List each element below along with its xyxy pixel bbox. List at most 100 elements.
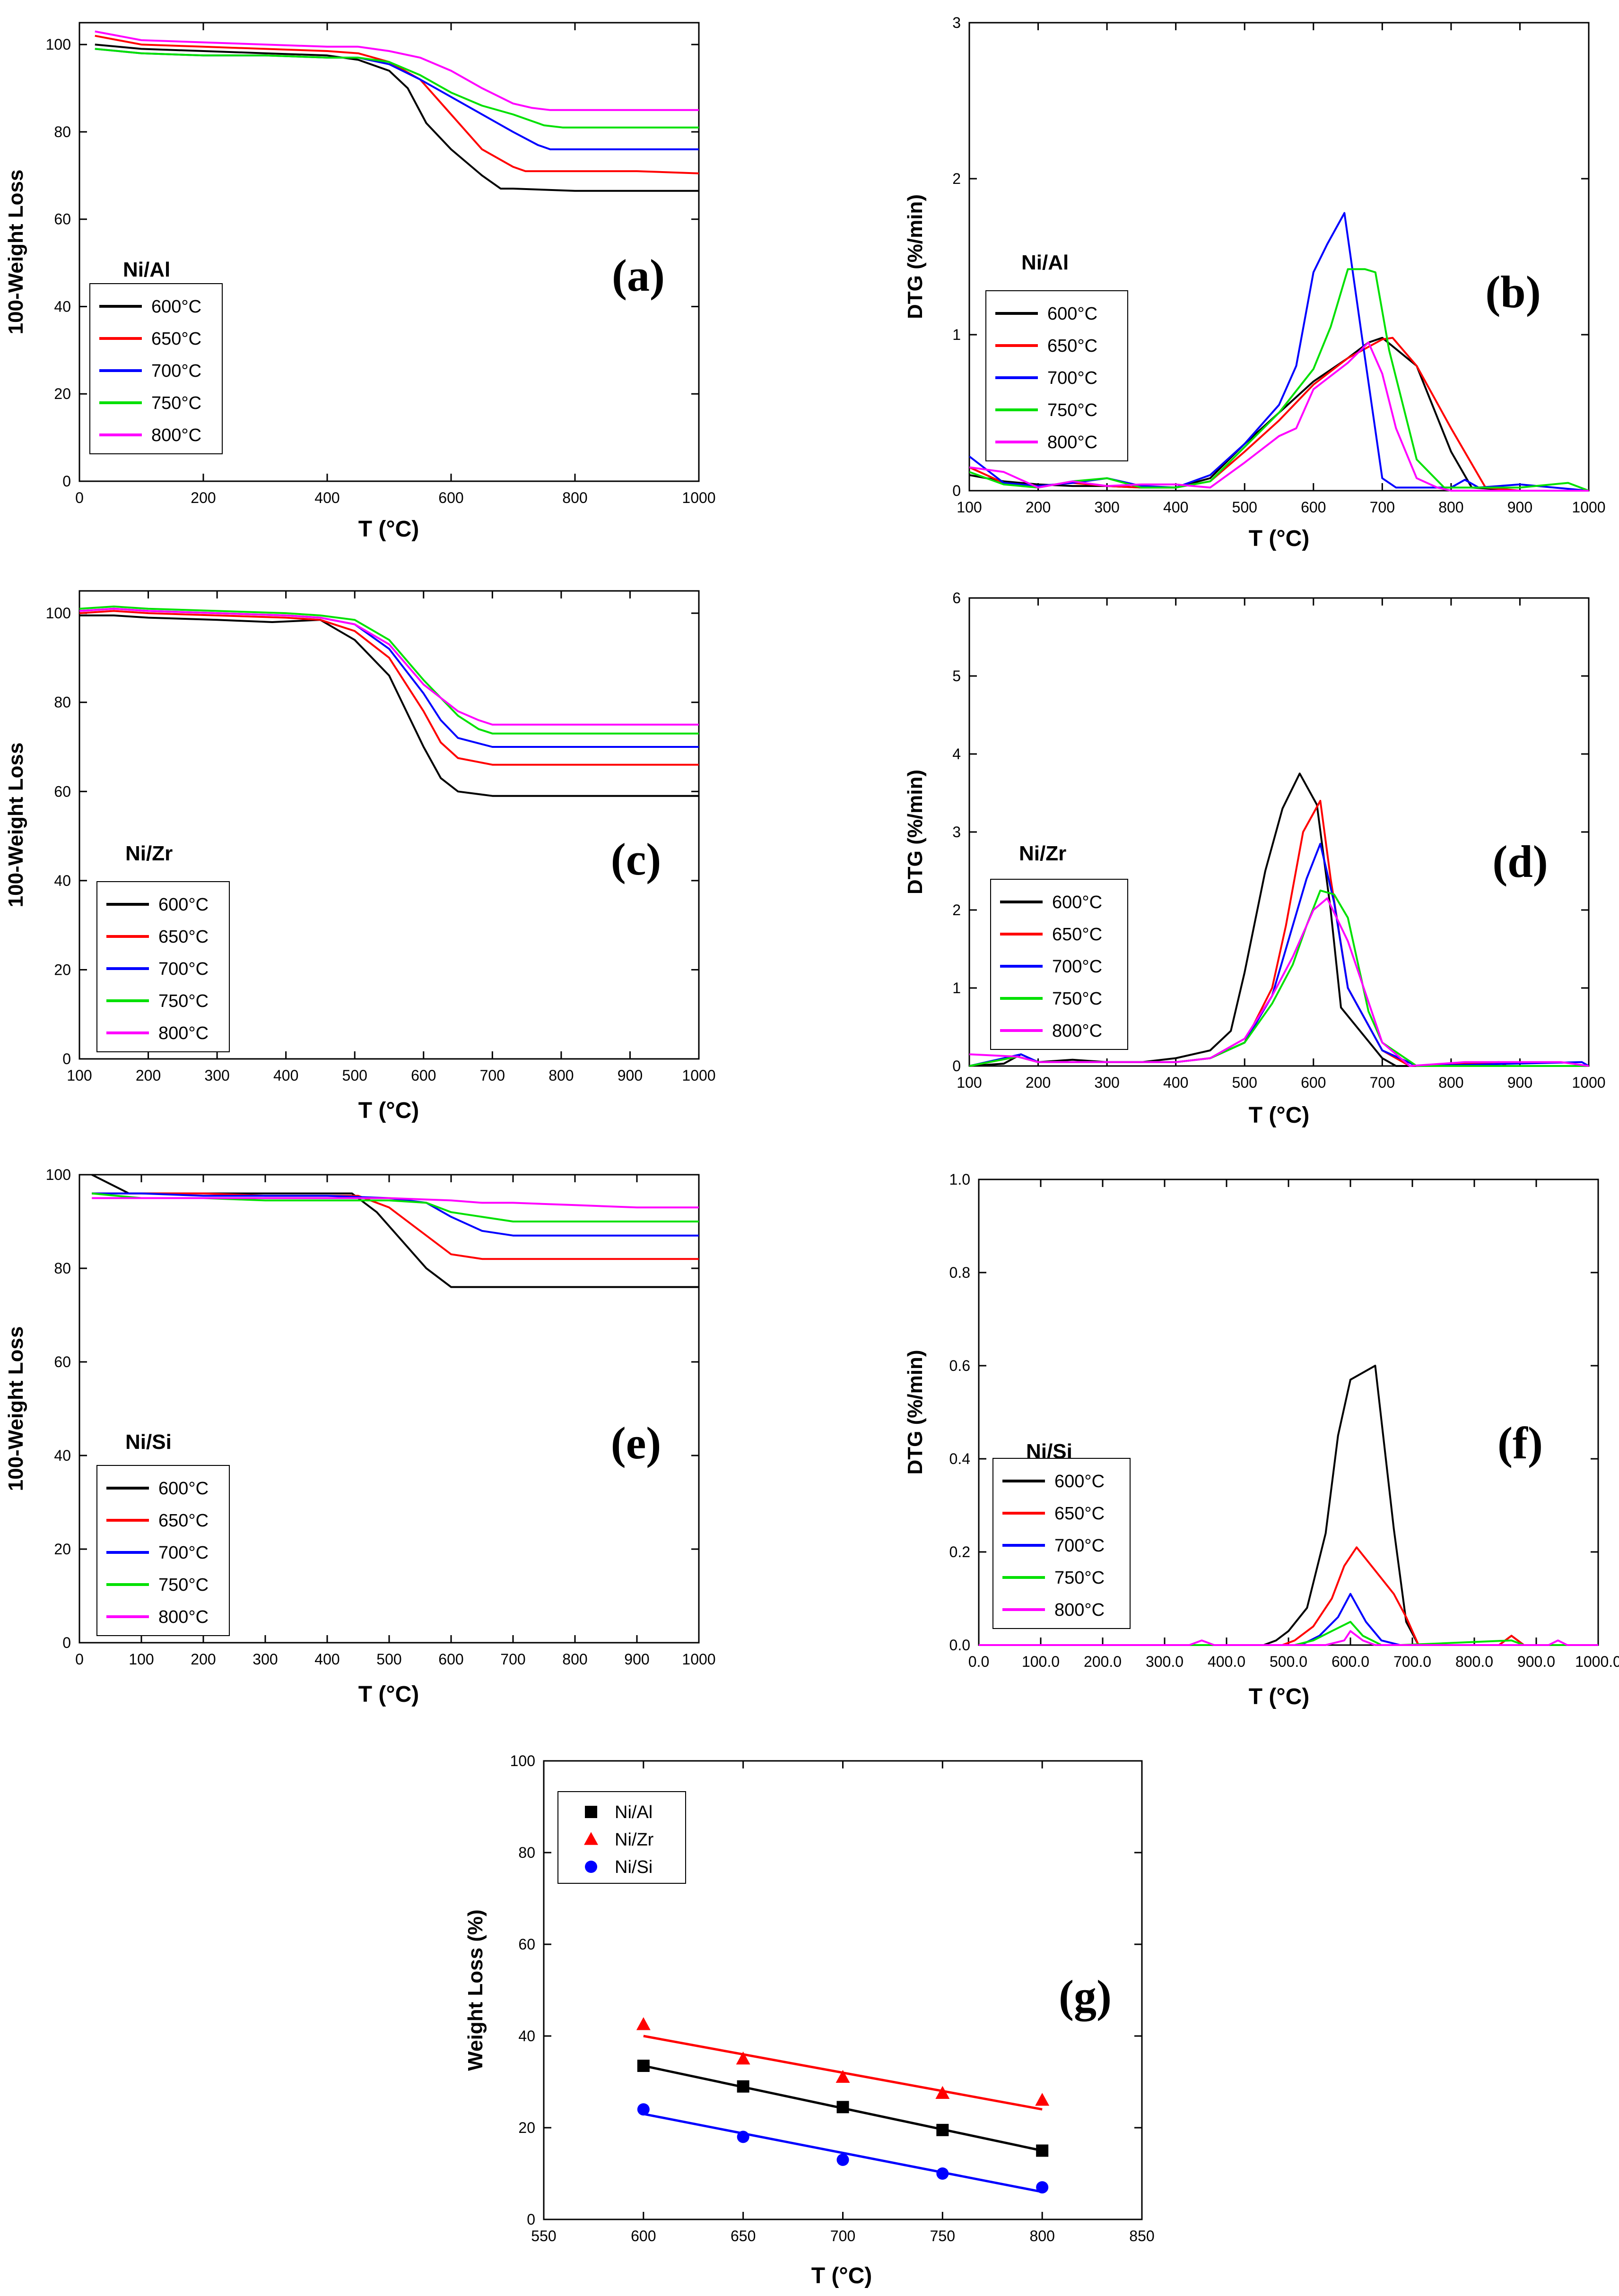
series-line-s750 [79, 606, 699, 735]
data-point-square [737, 2080, 749, 2093]
y-tick-label: 0 [952, 1057, 961, 1074]
legend-label: 750°C [1054, 1568, 1105, 1588]
x-tick-label: 850 [1129, 2227, 1154, 2244]
y-tick-label: 100 [46, 605, 71, 622]
panel-d: 100 200 300 400 500 600 700 800 900 1000 0 1 2 3 4 5 6 T … [904, 589, 1606, 1128]
y-tick-label: 0 [527, 2211, 535, 2228]
plot-frame [78, 590, 700, 1060]
legend-marker-square [585, 1806, 597, 1818]
legend-label: 700°C [158, 959, 209, 979]
series-line-s750 [95, 48, 699, 129]
x-tick-label: 400.0 [1208, 1653, 1245, 1670]
y-tick-label: 60 [518, 1936, 535, 1953]
x-tick-label: 900 [624, 1651, 649, 1668]
x-tick-label: 100 [129, 1651, 154, 1668]
data-layer [91, 1174, 699, 1288]
y-axis-label: DTG (%/min) [904, 194, 927, 319]
y-tick-label: 40 [54, 298, 71, 315]
series-line-s800 [92, 1197, 699, 1209]
y-tick-label: 1 [952, 979, 961, 996]
legend-label: 800°C [1047, 433, 1097, 452]
data-point-circle [737, 2131, 749, 2143]
data-point-square [637, 2060, 650, 2072]
x-tick-label: 0.0 [968, 1653, 989, 1670]
y-tick-label: 0 [952, 482, 961, 499]
panel-a: 0 200 400 600 800 1000 0 20 40 60 80 100 T (°C) 100-W… [4, 22, 716, 542]
x-tick-label: 900.0 [1517, 1653, 1555, 1670]
x-tick-label: 900 [1507, 499, 1532, 516]
data-point-circle [836, 2153, 849, 2166]
x-axis-label: T (°C) [358, 1682, 419, 1707]
x-axis-label: T (°C) [358, 517, 419, 542]
legend-label: 650°C [1052, 925, 1102, 944]
legend-label: Ni/Al [615, 1802, 653, 1822]
y-axis-label: Weight Loss (%) [464, 1909, 487, 2071]
x-tick-label: 300 [252, 1651, 278, 1668]
legend-label: Ni/Si [615, 1857, 653, 1877]
legend-label: 650°C [158, 927, 209, 947]
data-point-circle [637, 2103, 650, 2116]
legend-label: 800°C [158, 1607, 209, 1627]
legend-box [985, 290, 1128, 461]
x-tick-label: 500 [1232, 1074, 1257, 1091]
x-tick-label: 700 [830, 2227, 855, 2244]
y-tick-label: 0.6 [949, 1357, 970, 1374]
legend-label: 600°C [1054, 1472, 1105, 1491]
legend-title: Ni/Si [125, 1430, 172, 1454]
series-line-s650 [979, 1546, 1598, 1646]
y-tick-label: 80 [518, 1844, 535, 1861]
legend-label: 600°C [158, 1479, 209, 1499]
y-tick-label: 0.4 [949, 1450, 970, 1467]
x-tick-label: 700 [480, 1067, 505, 1084]
x-tick-label: 800 [1438, 499, 1463, 516]
data-layer [969, 212, 1589, 492]
x-tick-label: 900 [1507, 1074, 1532, 1091]
legend-label: 750°C [158, 991, 209, 1011]
x-tick-label: 300 [1094, 499, 1119, 516]
legend-box [96, 881, 230, 1052]
y-tick-label: 4 [952, 745, 961, 762]
panel-letter: (a) [612, 250, 665, 301]
y-tick-label: 1 [952, 326, 961, 343]
legend-label: 800°C [1054, 1600, 1105, 1620]
x-tick-label: 600 [631, 2227, 656, 2244]
legend-label: 600°C [1047, 304, 1097, 324]
fit-line-ni-si [643, 2113, 1043, 2193]
x-tick-label: 600 [1301, 499, 1326, 516]
x-tick-label: 500.0 [1270, 1653, 1307, 1670]
y-axis-label: 100-Weight Loss [4, 1326, 27, 1491]
plot-frame [968, 22, 1590, 492]
legend-label: 600°C [158, 895, 209, 915]
panel-letter: (g) [1059, 1971, 1112, 2021]
x-tick-label: 200 [191, 1651, 216, 1668]
x-tick-label: 200 [1026, 1074, 1051, 1091]
legend-label: 600°C [151, 297, 201, 317]
legend-label: 750°C [158, 1575, 209, 1595]
y-tick-label: 40 [518, 2027, 535, 2045]
series-line-s800 [979, 1630, 1598, 1646]
y-tick-label: 100 [46, 36, 71, 53]
x-tick-label: 200 [136, 1067, 161, 1084]
data-point-circle [936, 2167, 949, 2180]
x-tick-label: 700 [500, 1651, 525, 1668]
panel-e: 0 100 200 300 400 500 600 700 800 900 1000 0 20 40 60 8… [4, 1166, 716, 1707]
y-tick-label: 5 [952, 667, 961, 684]
y-tick-label: 80 [54, 694, 71, 711]
data-point-circle [1036, 2181, 1049, 2194]
legend-marker-triangle [584, 1832, 598, 1845]
y-tick-label: 0.0 [949, 1637, 970, 1654]
x-axis-label: T (°C) [1249, 1684, 1309, 1709]
legend-label: 700°C [151, 361, 201, 381]
data-layer [95, 30, 699, 192]
legend-title: Ni/Al [1021, 251, 1069, 274]
legend-label: 700°C [1054, 1536, 1105, 1556]
y-tick-label: 60 [54, 211, 71, 228]
panel-letter: (d) [1492, 836, 1548, 887]
x-tick-label: 700 [1370, 499, 1395, 516]
x-tick-label: 400 [314, 1651, 339, 1668]
y-tick-label: 40 [54, 872, 71, 889]
data-point-triangle [935, 2086, 950, 2099]
panel-g: 550 600 650 700 750 800 850 0 20 40 60 80 100 T (°C) W… [464, 1752, 1155, 2288]
y-tick-label: 100 [46, 1166, 71, 1183]
legend-label: 750°C [151, 393, 201, 413]
